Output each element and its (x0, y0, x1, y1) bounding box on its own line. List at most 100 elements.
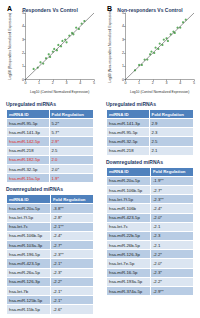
html-text:hsa-miR-126-3p: hsa-miR-126-3p (109, 251, 140, 257)
html-text:hsa-miR-106b: hsa-miR-106b (109, 205, 136, 211)
svg-text:B: B (107, 5, 112, 12)
html-text:2.0: 2.0 (51, 157, 58, 163)
html-text:Fold Regulation: Fold Regulation (152, 169, 186, 175)
html-text:hsa-miR-16-5p: hsa-miR-16-5p (109, 270, 138, 276)
svg-text:Log10 (Control Normalized Expr: Log10 (Control Normalized Expression) (30, 90, 89, 94)
html-text:-2.2*: -2.2* (152, 251, 162, 257)
html-text:-2.3: -2.3 (152, 233, 161, 239)
html-text:-2.7*: -2.7* (152, 187, 162, 193)
html-text:hsa-miR-26b-5p: hsa-miR-26b-5p (109, 242, 140, 248)
svg-text:2: 2 (52, 81, 54, 85)
svg-text:4: 4 (122, 24, 124, 28)
html-text:hsa-let-7f-5p: hsa-let-7f-5p (9, 215, 34, 221)
html-text:-2.4*: -2.4* (152, 205, 162, 211)
html-text:-2.1**: -2.1** (52, 224, 64, 230)
html-text:-2.0*: -2.0* (152, 215, 162, 221)
svg-text:1: 1 (38, 81, 40, 85)
html-text:miRNA ID: miRNA ID (109, 111, 129, 117)
html-text:hsa-miR-20a-5p: hsa-miR-20a-5p (109, 178, 140, 184)
html-text:-1.9**: -1.9** (152, 178, 164, 184)
html-text:hsa-miR-218: hsa-miR-218 (9, 148, 34, 154)
html-text:2.3: 2.3 (151, 129, 158, 135)
svg-text:A: A (7, 5, 12, 12)
html-text:-2.3**: -2.3** (52, 251, 64, 257)
svg-text:0: 0 (124, 81, 126, 85)
html-text:hsa-miR-125b-5p: hsa-miR-125b-5p (9, 297, 43, 303)
svg-text:5: 5 (93, 81, 95, 85)
html-text:hsa-miR-22b-5p: hsa-miR-22b-5p (109, 233, 140, 239)
html-text:miRNA ID: miRNA ID (9, 196, 29, 202)
html-text:hsa-miR-182-5p: hsa-miR-182-5p (9, 157, 40, 163)
html-text:hsa-miR-103a-3p: hsa-miR-103a-3p (9, 242, 43, 248)
html-text:miRNA ID: miRNA ID (9, 111, 29, 117)
html-text:hsa-miR-15a-5p: hsa-miR-15a-5p (9, 175, 40, 181)
svg-text:Log10 (Non-responders Normaliz: Log10 (Non-responders Normalized Express… (108, 10, 112, 83)
html-text:2.1: 2.1 (151, 148, 158, 154)
html-text:hsa-let-7c: hsa-let-7c (109, 224, 128, 230)
svg-text:1: 1 (22, 64, 24, 68)
html-text:hsa-let-7f-5p: hsa-let-7f-5p (109, 196, 134, 202)
svg-text:Responders Vs Control: Responders Vs Control (22, 7, 78, 13)
svg-text:3: 3 (66, 81, 68, 85)
html-text:-2.2*: -2.2* (152, 279, 162, 285)
html-text:Downregulated miRNAs: Downregulated miRNAs (6, 186, 63, 193)
svg-text:3: 3 (22, 38, 24, 42)
html-text:hsa-miR-218: hsa-miR-218 (109, 148, 134, 154)
svg-text:Log10 (Responders Normalized E: Log10 (Responders Normalized Expression) (8, 13, 12, 80)
html-text:Downregulated miRNAs: Downregulated miRNAs (106, 158, 163, 165)
html-text:miRNA ID: miRNA ID (109, 169, 129, 175)
html-text:hsa-miR-196-5p: hsa-miR-196-5p (9, 251, 40, 257)
html-text:2.0*: 2.0* (51, 166, 60, 172)
html-text:-2.3*: -2.3* (52, 270, 62, 276)
html-text:-2.8*: -2.8* (52, 215, 62, 221)
html-text:Fold Regulation: Fold Regulation (52, 196, 86, 202)
html-text:2.5: 2.5 (51, 148, 58, 154)
html-text:hsa-let-7b: hsa-let-7b (9, 288, 29, 294)
svg-text:2: 2 (122, 51, 124, 55)
html-text:hsa-miR-423-5p: hsa-miR-423-5p (109, 215, 140, 221)
html-text:5.2*: 5.2* (51, 120, 60, 126)
html-text:-2.1*: -2.1* (52, 288, 62, 294)
svg-text:Log10 (Control Normalized Expr: Log10 (Control Normalized Expression) (130, 90, 189, 94)
html-text:-2.3*: -2.3* (152, 270, 162, 276)
html-text:-3.8**: -3.8** (52, 205, 64, 211)
svg-text:5: 5 (193, 81, 195, 85)
html-text:hsa-miR-32-5p: hsa-miR-32-5p (9, 166, 38, 172)
html-text:1.9*: 1.9* (51, 175, 60, 181)
svg-text:3: 3 (122, 38, 124, 42)
html-text:-2.3**: -2.3** (152, 196, 164, 202)
svg-text:2: 2 (22, 51, 24, 55)
svg-text:1: 1 (122, 64, 124, 68)
html-text:hsa-miR-26a-5p: hsa-miR-26a-5p (9, 270, 40, 276)
html-text:hsa-miR-193a-5p: hsa-miR-193a-5p (109, 279, 143, 285)
svg-text:4: 4 (22, 24, 24, 28)
svg-text:3: 3 (166, 81, 168, 85)
svg-text:2: 2 (152, 81, 154, 85)
html-text:hsa-miR-106b-5p: hsa-miR-106b-5p (109, 187, 143, 193)
html-text:Fold Regulation: Fold Regulation (151, 111, 184, 117)
html-text:2.9: 2.9 (151, 120, 158, 126)
html-text:Upregulated miRNAs: Upregulated miRNAs (106, 101, 156, 107)
html-text:Upregulated miRNAs: Upregulated miRNAs (6, 101, 56, 107)
html-text:hsa-miR-95-5p: hsa-miR-95-5p (109, 129, 138, 135)
html-text:-2.7*: -2.7* (52, 242, 62, 248)
html-text:-2.2*: -2.2* (52, 279, 62, 285)
html-text:-2.1: -2.1 (152, 242, 161, 248)
svg-text:Non-responders Vs Control: Non-responders Vs Control (117, 7, 183, 13)
html-text:hsa-miR-106b-5p: hsa-miR-106b-5p (9, 233, 43, 239)
html-text:hsa-miR-20a-5p: hsa-miR-20a-5p (9, 205, 40, 211)
html-text:-2.1*: -2.1* (52, 297, 62, 303)
html-text:hsa-let-7c: hsa-let-7c (9, 224, 28, 230)
html-text:hsa-miR-141-3p: hsa-miR-141-3p (109, 120, 140, 126)
svg-text:1: 1 (138, 81, 140, 85)
html-text:-2.1: -2.1 (152, 224, 161, 230)
svg-text:4: 4 (79, 81, 81, 85)
svg-text:4: 4 (179, 81, 181, 85)
html-text:hsa-miR-141-3p: hsa-miR-141-3p (9, 129, 40, 135)
html-text:-2.4*: -2.4* (52, 233, 62, 239)
html-text:5.7*: 5.7* (51, 129, 60, 135)
svg-text:0: 0 (24, 81, 26, 85)
html-text:hsa-miR-126-3p: hsa-miR-126-3p (9, 279, 40, 285)
html-text:Fold Regulation: Fold Regulation (51, 111, 84, 117)
html-text:hsa-miR-95-5p: hsa-miR-95-5p (9, 120, 38, 126)
